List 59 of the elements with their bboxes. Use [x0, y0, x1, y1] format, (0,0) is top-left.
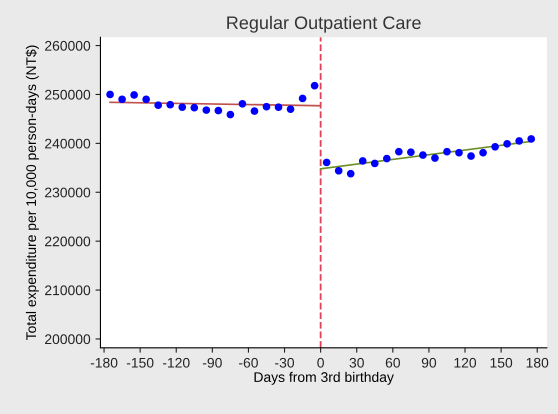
- x-tick-label: 120: [454, 358, 476, 368]
- point: [455, 148, 463, 156]
- point: [166, 100, 174, 109]
- point: [250, 107, 258, 115]
- point: [322, 158, 330, 166]
- x-tick-label: -30: [275, 358, 294, 368]
- point: [262, 102, 270, 110]
- x-tick-label: 60: [386, 358, 400, 368]
- y-tick-label: 250000: [45, 90, 90, 100]
- point: [106, 90, 114, 98]
- point: [178, 103, 186, 111]
- point: [383, 154, 391, 162]
- point: [431, 154, 439, 162]
- point: [238, 100, 246, 108]
- point: [503, 140, 511, 148]
- y-tick-label: 260000: [45, 40, 90, 51]
- point: [491, 142, 499, 151]
- x-tick-label: -120: [162, 358, 190, 368]
- x-tick-label: 150: [490, 358, 512, 368]
- point: [274, 103, 282, 111]
- point: [190, 104, 198, 112]
- x-axis-title: Days from 3rd birthday: [254, 372, 394, 385]
- point: [118, 96, 126, 104]
- point: [202, 106, 210, 114]
- point: [479, 148, 487, 156]
- x-tick-label: 180: [526, 358, 548, 368]
- point: [334, 166, 342, 175]
- x-tick-label: -180: [90, 358, 118, 368]
- point: [515, 137, 523, 145]
- point: [467, 152, 475, 160]
- point: [298, 94, 306, 102]
- y-tick-label: 230000: [45, 188, 90, 198]
- chart-title: Regular Outpatient Care: [227, 16, 421, 33]
- y-tick-label: 200000: [45, 334, 90, 344]
- point: [358, 157, 367, 165]
- x-tick-label: 0: [317, 358, 324, 368]
- point: [370, 160, 379, 168]
- point: [310, 82, 318, 90]
- point: [419, 151, 427, 159]
- y-tick-label: 210000: [45, 285, 90, 296]
- point: [226, 110, 234, 118]
- x-tick-label: -90: [202, 358, 222, 368]
- point: [214, 106, 222, 114]
- point: [130, 91, 138, 99]
- y-tick-label: 220000: [45, 236, 90, 246]
- x-tick-label: 90: [422, 358, 436, 368]
- point: [527, 135, 535, 143]
- y-tick-label: 240000: [45, 138, 90, 149]
- point: [286, 105, 294, 113]
- point: [346, 170, 355, 178]
- point: [154, 101, 162, 110]
- y-axis-title: Total expenditure per 10,000 person-days (NT$): [26, 46, 39, 340]
- point: [407, 148, 415, 156]
- point: [395, 148, 403, 156]
- x-tick-label: -60: [239, 358, 258, 368]
- point: [142, 96, 150, 104]
- point: [443, 148, 451, 156]
- x-tick-label: -150: [126, 358, 154, 368]
- x-tick-label: 30: [350, 358, 364, 368]
